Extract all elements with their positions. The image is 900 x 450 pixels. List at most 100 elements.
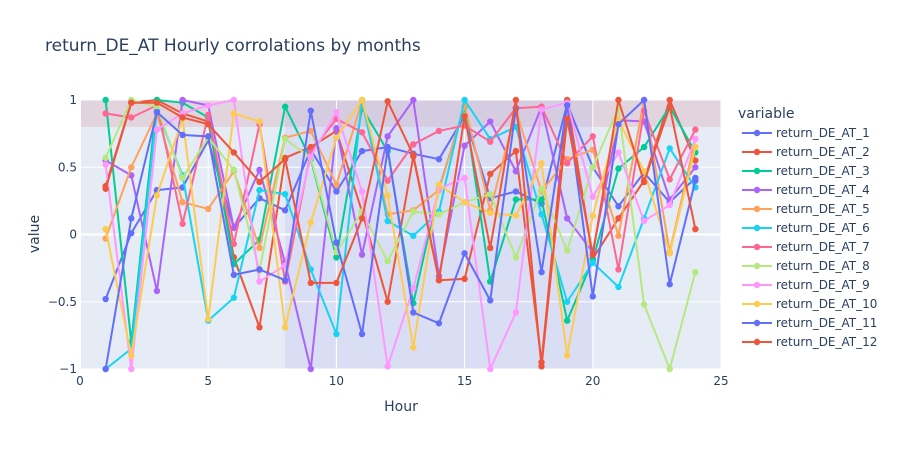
data-point[interactable] <box>666 250 673 257</box>
data-point[interactable] <box>615 266 622 273</box>
legend-item[interactable]: return_DE_AT_5 <box>742 202 870 216</box>
data-point[interactable] <box>512 254 520 261</box>
data-point[interactable] <box>281 207 289 214</box>
legend-item[interactable]: return_DE_AT_9 <box>742 278 870 292</box>
data-point[interactable] <box>666 281 673 288</box>
data-point[interactable] <box>640 168 648 175</box>
data-point[interactable] <box>410 285 417 292</box>
legend-item[interactable]: return_DE_AT_1 <box>742 126 870 140</box>
legend-item[interactable]: return_DE_AT_12 <box>742 335 877 349</box>
data-point[interactable] <box>102 154 109 162</box>
data-point[interactable] <box>589 251 596 258</box>
data-point[interactable] <box>281 324 289 331</box>
data-point[interactable] <box>102 110 109 117</box>
data-point[interactable] <box>333 125 340 132</box>
data-point[interactable] <box>410 151 417 159</box>
data-point[interactable] <box>487 297 494 304</box>
data-point[interactable] <box>358 96 366 104</box>
data-point[interactable] <box>615 232 622 240</box>
data-point[interactable] <box>692 164 699 171</box>
data-point[interactable] <box>307 153 314 160</box>
data-point[interactable] <box>538 268 545 276</box>
data-point[interactable] <box>435 211 443 218</box>
data-point[interactable] <box>563 352 571 359</box>
data-point[interactable] <box>538 185 545 192</box>
data-point[interactable] <box>384 177 391 184</box>
data-point[interactable] <box>307 365 314 373</box>
data-point[interactable] <box>256 186 263 194</box>
legend-item[interactable]: return_DE_AT_6 <box>742 221 870 235</box>
data-point[interactable] <box>153 126 161 133</box>
data-point[interactable] <box>640 301 648 308</box>
data-point[interactable] <box>384 258 391 265</box>
data-point[interactable] <box>512 147 520 155</box>
data-point[interactable] <box>410 309 417 316</box>
data-point[interactable] <box>538 196 545 203</box>
data-point[interactable] <box>615 203 622 210</box>
data-point[interactable] <box>333 239 340 246</box>
data-point[interactable] <box>410 96 417 104</box>
data-point[interactable] <box>307 279 314 287</box>
data-point[interactable] <box>692 157 699 164</box>
data-point[interactable] <box>179 131 186 139</box>
data-point[interactable] <box>512 188 520 195</box>
data-point[interactable] <box>384 98 391 105</box>
data-point[interactable] <box>410 208 417 215</box>
data-point[interactable] <box>487 244 494 252</box>
data-point[interactable] <box>281 277 289 284</box>
data-point[interactable] <box>563 317 571 324</box>
data-point[interactable] <box>563 102 571 109</box>
data-point[interactable] <box>230 240 238 248</box>
data-point[interactable] <box>487 365 494 373</box>
data-point[interactable] <box>410 232 417 240</box>
data-point[interactable] <box>589 259 596 266</box>
data-point[interactable] <box>333 108 340 116</box>
data-point[interactable] <box>333 188 340 195</box>
data-point[interactable] <box>128 215 135 222</box>
data-point[interactable] <box>230 96 238 104</box>
data-point[interactable] <box>358 215 366 222</box>
data-point[interactable] <box>538 106 545 113</box>
data-point[interactable] <box>666 103 673 110</box>
data-point[interactable] <box>487 170 494 178</box>
data-point[interactable] <box>153 287 161 295</box>
data-point[interactable] <box>384 217 391 225</box>
data-point[interactable] <box>640 178 648 186</box>
data-point[interactable] <box>615 149 622 156</box>
data-point[interactable] <box>384 192 391 199</box>
data-point[interactable] <box>384 298 391 305</box>
data-point[interactable] <box>461 112 468 120</box>
data-point[interactable] <box>410 344 417 351</box>
data-point[interactable] <box>538 363 545 370</box>
data-point[interactable] <box>615 165 622 172</box>
data-point[interactable] <box>435 155 443 163</box>
data-point[interactable] <box>205 205 212 213</box>
data-point[interactable] <box>179 220 186 227</box>
data-point[interactable] <box>307 143 314 151</box>
legend-item[interactable]: return_DE_AT_7 <box>742 240 870 254</box>
data-point[interactable] <box>563 298 571 305</box>
data-point[interactable] <box>461 199 468 206</box>
data-point[interactable] <box>384 145 391 152</box>
data-point[interactable] <box>615 121 622 128</box>
data-point[interactable] <box>615 96 622 104</box>
data-point[interactable] <box>512 96 520 104</box>
data-point[interactable] <box>128 164 135 171</box>
data-point[interactable] <box>128 99 135 106</box>
data-point[interactable] <box>102 161 109 168</box>
legend-item[interactable]: return_DE_AT_10 <box>742 297 877 311</box>
data-point[interactable] <box>692 135 699 143</box>
data-point[interactable] <box>256 166 263 174</box>
data-point[interactable] <box>333 330 340 338</box>
data-point[interactable] <box>692 268 699 276</box>
data-point[interactable] <box>692 225 699 233</box>
data-point[interactable] <box>205 102 212 109</box>
data-point[interactable] <box>205 133 212 140</box>
data-point[interactable] <box>435 127 443 135</box>
data-point[interactable] <box>615 283 622 291</box>
data-point[interactable] <box>333 254 340 261</box>
data-point[interactable] <box>435 320 443 327</box>
data-point[interactable] <box>153 99 161 106</box>
data-point[interactable] <box>307 107 314 114</box>
data-point[interactable] <box>230 166 238 174</box>
